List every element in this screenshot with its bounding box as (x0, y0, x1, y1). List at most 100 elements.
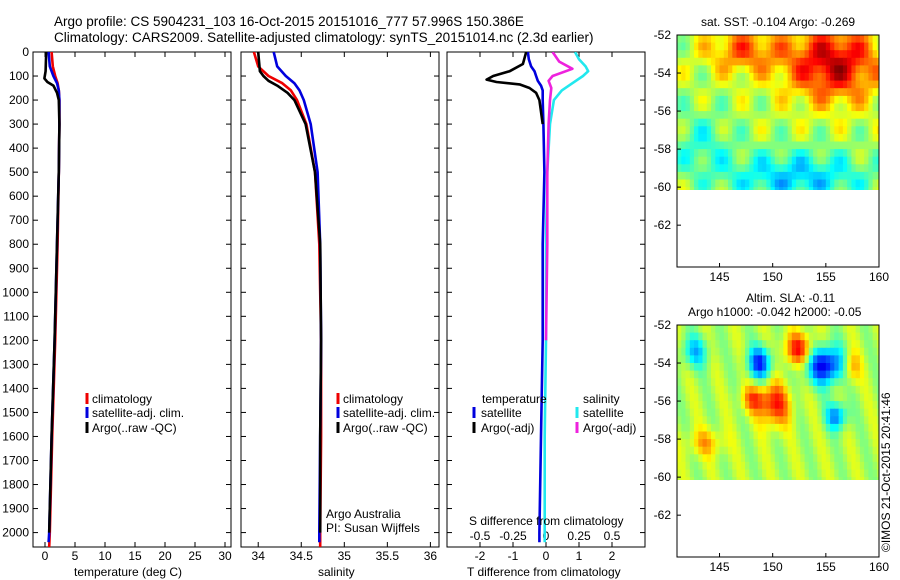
heatmap-cell (736, 50, 742, 59)
heatmap-cell (851, 164, 857, 173)
heatmap-cell (791, 446, 797, 455)
heatmap-cell (796, 461, 801, 471)
heatmap-cell (796, 355, 801, 364)
heatmap-cell (685, 80, 691, 89)
heatmap-cell (859, 423, 865, 433)
heatmap-cell (864, 171, 869, 181)
heatmap-cell (689, 164, 695, 173)
heatmap-cell (838, 171, 844, 181)
heatmap-cell (834, 50, 840, 59)
heatmap-cell (728, 65, 733, 74)
heatmap-cell (770, 111, 776, 120)
heatmap-cell (698, 179, 704, 188)
heatmap-cell (677, 103, 682, 112)
heatmap-cell (851, 416, 857, 425)
temperature-x-axis: 0 5 10 15 20 25 30 (42, 52, 232, 563)
heatmap-cell (723, 141, 729, 150)
sst-map-axes: 145 150 155 160-52-54-56-58-60-62 (654, 28, 890, 284)
heatmap-cell (813, 385, 818, 395)
heatmap-cell (791, 332, 797, 341)
heatmap-cell (868, 477, 874, 480)
heatmap-cell (762, 88, 767, 97)
heatmap-cell (745, 95, 750, 105)
heatmap-cell (787, 363, 793, 372)
heatmap-cell (732, 408, 738, 417)
heatmap-cell (689, 431, 695, 440)
heatmap-cell (851, 347, 857, 357)
heatmap-cell (825, 149, 831, 158)
heatmap-cell (783, 431, 789, 440)
heatmap-cell (859, 103, 865, 112)
heatmap-cell (694, 393, 699, 402)
heatmap-cell (855, 363, 861, 372)
heatmap-cell (702, 50, 708, 59)
heatmap-cell (677, 370, 682, 379)
heatmap-cell (753, 111, 759, 120)
heatmap-cell (719, 332, 725, 341)
heatmap-cell (715, 179, 721, 188)
salinity-panel-frame (240, 51, 440, 548)
heatmap-cell (681, 80, 687, 89)
heatmap-cell (791, 179, 797, 188)
heatmap-cell (728, 42, 733, 51)
heatmap-cell (787, 370, 793, 379)
heatmap-cell (872, 477, 878, 480)
heatmap-cell (740, 171, 746, 181)
heatmap-cell (834, 88, 840, 97)
heatmap-cell (808, 156, 814, 165)
heatmap-cell (762, 416, 767, 425)
heatmap-cell (736, 133, 742, 143)
heatmap-cell (677, 118, 682, 127)
heatmap-cell (677, 332, 682, 341)
heatmap-cell (779, 431, 784, 440)
heatmap-cell (740, 50, 746, 59)
heatmap-cell (838, 156, 844, 165)
heatmap-cell (711, 355, 716, 364)
heatmap-cell (749, 446, 755, 455)
heatmap-cell (808, 57, 814, 67)
heatmap-cell (728, 439, 733, 448)
series-line-1-2 (256, 52, 323, 533)
heatmap-cell (685, 461, 691, 471)
heatmap-cell (817, 35, 823, 44)
x-tick-label: 34.5 (290, 549, 314, 563)
heatmap-cell (796, 57, 801, 67)
heatmap-cell (838, 325, 844, 334)
heatmap-cell (745, 42, 750, 51)
heatmap-cell (719, 439, 725, 448)
heatmap-cell (779, 171, 784, 181)
heatmap-cell (706, 126, 712, 135)
temperature-axis-label: temperature (deg C) (74, 565, 182, 579)
heatmap-cell (740, 111, 746, 120)
heatmap-cell (808, 393, 814, 402)
heatmap-cell (677, 171, 682, 181)
heatmap-cell (715, 141, 721, 150)
heatmap-cell (715, 111, 721, 120)
heatmap-cell (681, 431, 687, 440)
heatmap-cell (851, 454, 857, 463)
heatmap-cell (698, 408, 704, 417)
heatmap-cell (817, 141, 823, 150)
heatmap-cell (864, 423, 869, 433)
heatmap-cell (736, 141, 742, 150)
heatmap-cell (830, 332, 835, 341)
heatmap-cell (685, 393, 691, 402)
heatmap-cell (787, 340, 793, 349)
heatmap-cell (851, 370, 857, 379)
heatmap-cell (821, 355, 827, 364)
heatmap-cell (859, 95, 865, 105)
heatmap-cell (796, 401, 801, 410)
heatmap-cell (821, 156, 827, 165)
heatmap-cell (728, 171, 733, 181)
x-tick-label: -2 (475, 549, 486, 563)
heatmap-cell (779, 355, 784, 364)
heatmap-cell (732, 179, 738, 188)
heatmap-cell (791, 171, 797, 181)
heatmap-cell (872, 431, 878, 440)
heatmap-cell (762, 332, 767, 341)
heatmap-cell (847, 42, 852, 51)
heatmap-cell (749, 401, 755, 410)
heatmap-cell (770, 42, 776, 51)
heatmap-cell (766, 363, 772, 372)
heatmap-cell (876, 103, 879, 112)
